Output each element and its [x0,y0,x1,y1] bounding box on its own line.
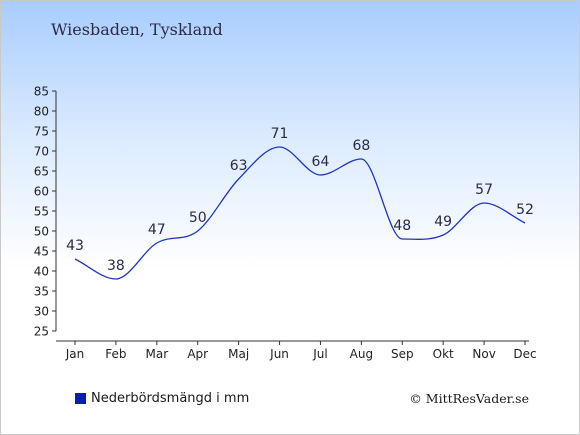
x-tick-label: Feb [105,347,126,361]
credit-text: © MittResVader.se [409,391,529,406]
data-label: 52 [516,202,534,218]
data-label: 43 [66,238,84,254]
chart-title: Wiesbaden, Tyskland [51,20,223,39]
data-label: 50 [189,210,207,226]
y-tick-label: 35 [34,285,49,299]
legend-label: Nederbördsmängd i mm [91,391,250,406]
data-label: 57 [475,182,493,198]
y-tick-label: 65 [34,165,49,179]
x-tick-label: Aug [350,347,373,361]
x-tick-label: Apr [187,347,208,361]
y-tick-label: 40 [34,265,49,279]
y-tick-label: 60 [34,185,49,199]
y-tick-label: 30 [34,305,49,319]
y-tick-label: 50 [34,225,49,239]
y-tick-label: 25 [34,325,49,339]
y-tick-label: 75 [34,125,49,139]
x-tick-label: Maj [228,347,249,361]
y-tick-label: 55 [34,205,49,219]
data-label: 49 [434,214,452,230]
x-axis: Jan Feb Mar Apr Maj Jun Jul Aug Sep Okt Nov Dec [56,340,537,361]
data-label: 71 [271,126,289,142]
x-tick-label: Jun [269,347,289,361]
x-tick-label: Jul [312,347,327,361]
data-label: 48 [393,218,411,234]
x-tick-label: Mar [145,347,168,361]
data-label: 64 [312,154,330,170]
x-tick-label: Jan [65,347,85,361]
y-tick-label: 80 [34,105,49,119]
x-tick-label: Okt [433,347,454,361]
data-label: 63 [230,158,248,174]
data-label: 38 [107,258,125,274]
x-tick-label: Sep [391,347,414,361]
legend-swatch [75,393,86,404]
x-tick-label: Nov [472,347,495,361]
data-labels: 43 38 47 50 63 71 64 68 48 49 57 52 [66,126,534,274]
y-axis: 25 30 35 40 45 50 55 60 65 70 75 80 85 [34,85,57,339]
series-line-nederbord [74,146,526,280]
data-label: 68 [352,138,370,154]
x-tick-label: Dec [513,347,536,361]
y-tick-label: 45 [34,245,49,259]
legend: Nederbördsmängd i mm [75,391,249,406]
y-tick-label: 85 [34,85,49,99]
data-label: 47 [148,222,166,238]
y-tick-label: 70 [34,145,49,159]
